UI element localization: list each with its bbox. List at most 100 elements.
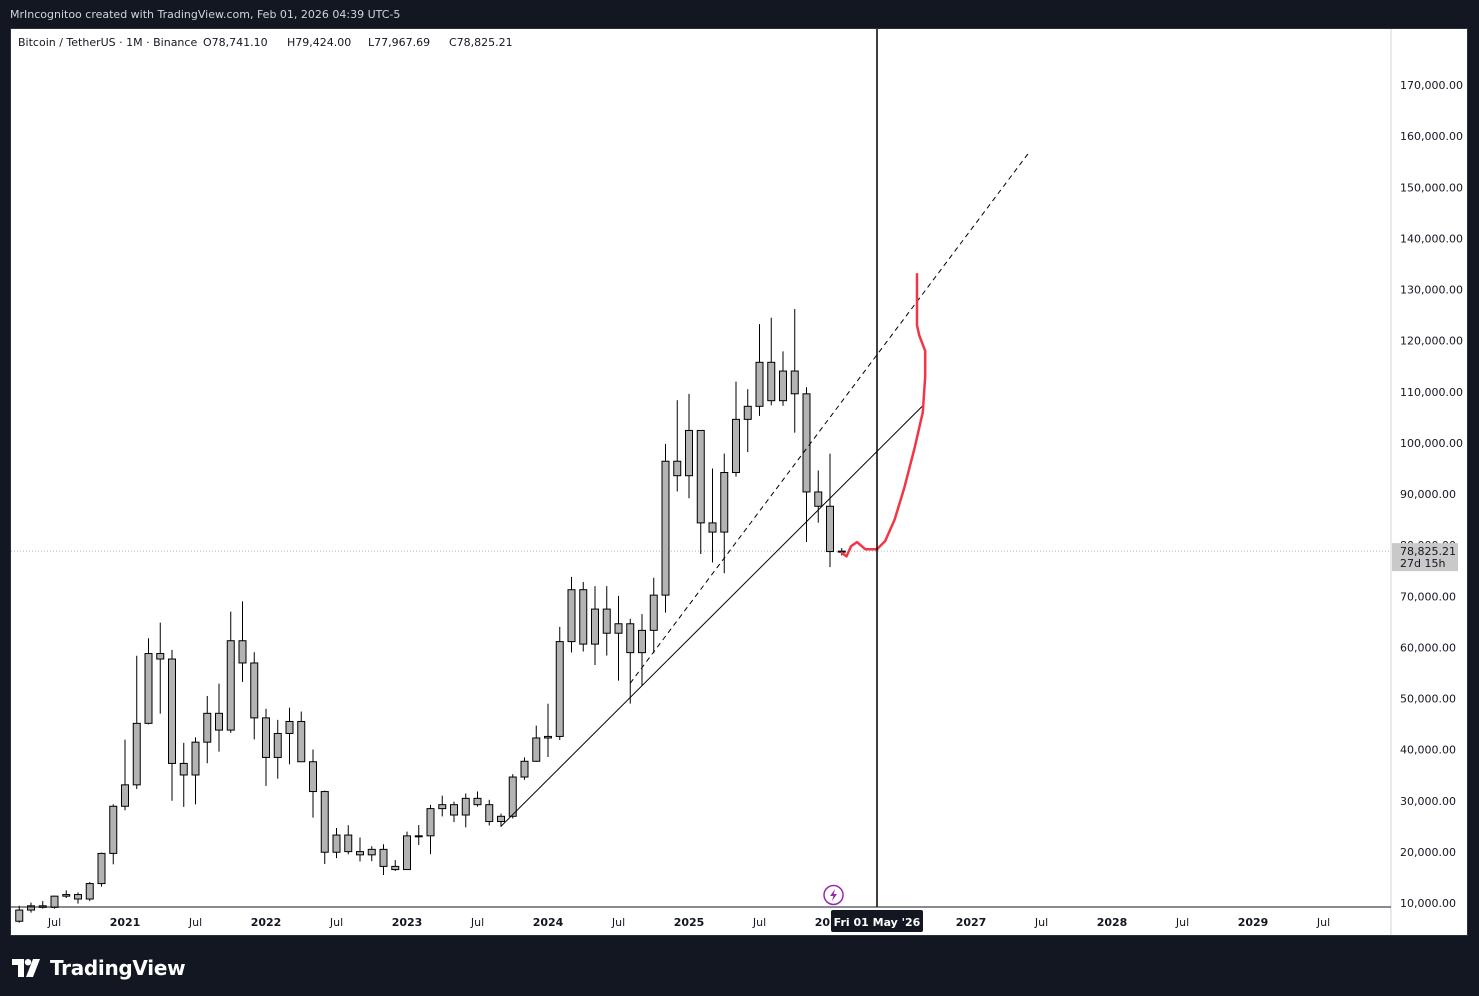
price-tick-label: 70,000.00 <box>1400 590 1456 603</box>
candle-body[interactable] <box>814 491 823 507</box>
candle-body[interactable] <box>285 720 294 734</box>
candle-body[interactable] <box>779 370 787 402</box>
candle-body[interactable] <box>708 522 717 533</box>
candle-body[interactable] <box>144 653 153 724</box>
candle-body[interactable] <box>638 629 646 654</box>
time-tick-label: 2024 <box>533 916 564 929</box>
price-tick-label: 170,000.00 <box>1400 79 1463 92</box>
candle-body[interactable] <box>15 909 24 922</box>
candle-body[interactable] <box>226 640 235 731</box>
candle-body[interactable] <box>755 361 764 407</box>
time-tick-label: 2028 <box>1097 916 1128 929</box>
candle-body[interactable] <box>649 594 658 631</box>
last-price-label: 78,825.21 <box>1400 545 1456 558</box>
chart-frame[interactable]: Bitcoin / TetherUS · 1M · Binance O78,741… <box>10 28 1468 936</box>
tradingview-logo[interactable]: TradingView <box>12 956 186 980</box>
candle-body[interactable] <box>27 905 35 911</box>
candle-body[interactable] <box>50 895 59 908</box>
price-tick-label: 30,000.00 <box>1400 795 1456 808</box>
candle-body[interactable] <box>685 429 693 477</box>
candle-body[interactable] <box>626 623 635 654</box>
projection-path[interactable] <box>840 272 927 558</box>
candle-body[interactable] <box>414 835 423 838</box>
footer: TradingView <box>0 936 1479 996</box>
candle-body[interactable] <box>250 662 259 719</box>
candle-body[interactable] <box>97 852 106 885</box>
candle-body[interactable] <box>567 589 576 643</box>
candle-body[interactable] <box>602 608 611 634</box>
price-tick-label: 110,000.00 <box>1400 386 1463 399</box>
candle-body[interactable] <box>297 720 306 763</box>
price-tick-label: 40,000.00 <box>1400 744 1456 757</box>
candle-body[interactable] <box>767 361 776 402</box>
candle-body[interactable] <box>344 834 353 853</box>
candle-body[interactable] <box>109 805 118 854</box>
candle-body[interactable] <box>262 717 270 758</box>
price-tick-label: 10,000.00 <box>1400 897 1456 910</box>
candle-body[interactable] <box>391 865 400 871</box>
dashed-trendline[interactable] <box>629 151 1031 684</box>
candle-body[interactable] <box>403 835 411 871</box>
candle-body[interactable] <box>826 505 834 553</box>
last-price-tag[interactable] <box>1392 543 1458 572</box>
candle-body[interactable] <box>696 429 705 524</box>
candle-body[interactable] <box>508 776 517 817</box>
candle-body[interactable] <box>732 418 740 474</box>
time-tick-label: Jul <box>1175 916 1189 929</box>
time-tick-label: Jul <box>329 916 343 929</box>
candle-body[interactable] <box>74 894 82 900</box>
candle-body[interactable] <box>203 712 212 743</box>
candle-body[interactable] <box>673 460 682 477</box>
lightning-bolt-glyph <box>830 889 838 901</box>
candle-body[interactable] <box>497 815 505 823</box>
candle-body[interactable] <box>215 712 223 731</box>
candle-body[interactable] <box>544 735 552 739</box>
price-tick-label: 130,000.00 <box>1400 284 1463 297</box>
candle-body[interactable] <box>121 784 129 807</box>
legend-symbol: Bitcoin / TetherUS · 1M · Binance <box>18 36 197 49</box>
candle-body[interactable] <box>520 760 529 778</box>
crosshair-date-tag <box>831 910 923 932</box>
candle-body[interactable] <box>132 722 141 786</box>
candle-body[interactable] <box>168 658 176 764</box>
time-tick-label: Jul <box>470 916 484 929</box>
candle-body[interactable] <box>379 848 388 867</box>
candle-body[interactable] <box>320 791 329 853</box>
candle-body[interactable] <box>485 804 494 823</box>
support-trendline[interactable] <box>500 404 925 827</box>
candle-body[interactable] <box>156 653 165 660</box>
candle-body[interactable] <box>802 393 811 493</box>
candle-body[interactable] <box>426 808 435 837</box>
candle-body[interactable] <box>62 894 71 897</box>
candle-body[interactable] <box>591 608 599 645</box>
candle-body[interactable] <box>555 641 564 737</box>
candle-body[interactable] <box>332 834 341 853</box>
candle-body[interactable] <box>438 804 447 810</box>
price-tick-label: 20,000.00 <box>1400 846 1456 859</box>
candle-body[interactable] <box>661 460 670 596</box>
candle-body[interactable] <box>367 848 376 856</box>
candle-body[interactable] <box>356 851 364 856</box>
candle-body[interactable] <box>191 741 200 776</box>
credit-text: MrIncognitoo created with TradingView.co… <box>10 8 401 21</box>
top-bar: MrIncognitoo created with TradingView.co… <box>0 0 1479 28</box>
candle-body[interactable] <box>532 737 541 762</box>
candle-body[interactable] <box>273 732 282 758</box>
candle-body[interactable] <box>743 405 752 420</box>
candle-body[interactable] <box>238 640 247 664</box>
candle-body[interactable] <box>473 797 482 806</box>
candle-body[interactable] <box>461 797 470 816</box>
candle-body[interactable] <box>720 472 729 533</box>
price-chart[interactable]: Bitcoin / TetherUS · 1M · Binance O78,741… <box>11 29 1467 935</box>
candle-body[interactable] <box>179 762 188 776</box>
crosshair-date-label: Fri 01 May '26 <box>834 916 921 929</box>
candle-body[interactable] <box>85 883 94 900</box>
candle-body[interactable] <box>579 589 588 645</box>
candle-body[interactable] <box>790 370 799 395</box>
countdown-label: 27d 15h <box>1400 557 1445 570</box>
candle-body[interactable] <box>614 623 623 634</box>
candle-body[interactable] <box>450 804 458 816</box>
brand-name: TradingView <box>50 956 186 980</box>
candle-body[interactable] <box>309 761 317 793</box>
tradingview-logo-icon <box>12 959 40 977</box>
